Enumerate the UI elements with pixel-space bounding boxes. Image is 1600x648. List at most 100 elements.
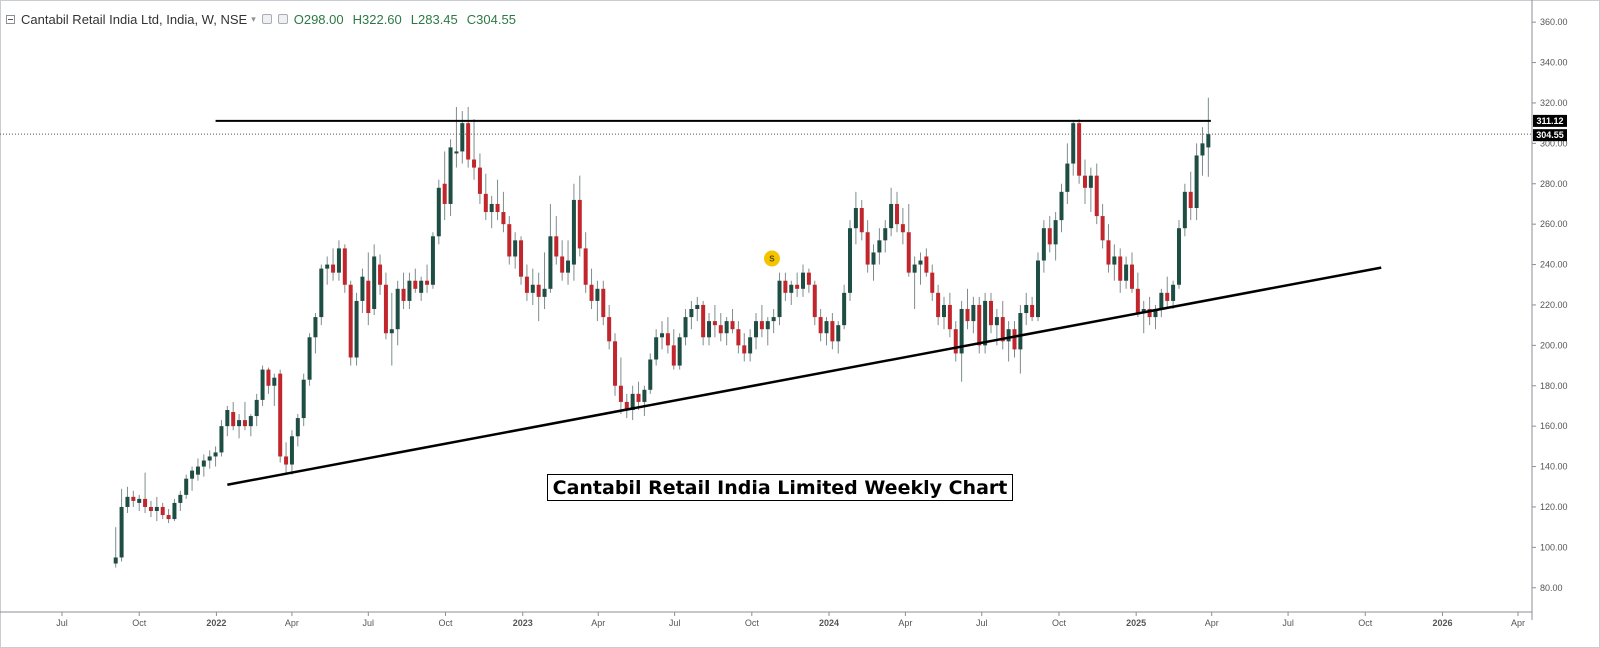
candle	[824, 317, 829, 346]
settings-icon[interactable]	[261, 14, 272, 24]
candle	[272, 373, 277, 406]
candle-body-down	[1135, 288, 1140, 314]
x-tick-label: Oct	[1358, 618, 1373, 628]
support-trendline[interactable]	[227, 266, 1382, 486]
candle	[924, 248, 929, 277]
candle	[642, 385, 647, 417]
candle	[237, 414, 242, 439]
candle-body-up	[260, 369, 265, 400]
candle-body-up	[237, 420, 242, 427]
candle	[848, 220, 853, 301]
candle-body-up	[125, 496, 130, 507]
candle-body-up	[272, 377, 277, 386]
candle-body-down	[483, 193, 488, 213]
candle-body-up	[801, 272, 806, 289]
candle	[1077, 119, 1082, 184]
candle	[665, 317, 670, 354]
candle	[566, 240, 571, 285]
x-tick-label: Oct	[132, 618, 147, 628]
candle-body-up	[912, 264, 917, 273]
price-axis[interactable]: 80.00 100.00 120.00 140.00 160.00 180.00 200.0…	[1531, 0, 1568, 620]
candle-body-up	[207, 456, 212, 461]
candle	[448, 139, 453, 217]
candle-body-down	[795, 284, 800, 289]
candle	[577, 175, 582, 257]
time-axis[interactable]: Jul Oct 2022 Apr Jul Oct 2023 Apr Jul Oct 2024 Apr J…	[0, 611, 1532, 628]
candle-body-up	[1088, 175, 1093, 188]
candle-body-up	[695, 304, 700, 309]
candle-body-up	[178, 494, 183, 503]
chevron-down-icon[interactable]: ▾	[251, 13, 256, 24]
candle-body-up	[941, 304, 946, 318]
candle-body-up	[395, 288, 400, 330]
candle-body-down	[148, 506, 153, 511]
candle	[407, 272, 412, 309]
candle-body-down	[1165, 292, 1170, 301]
candle-body-down	[554, 236, 559, 257]
candle-body-down	[783, 280, 788, 293]
candle-body-up	[677, 337, 682, 366]
ohlc-open: O298.00	[293, 11, 344, 27]
candle-body-up	[654, 337, 659, 360]
candle-body-down	[924, 256, 929, 273]
candle	[1141, 300, 1146, 334]
candle	[472, 119, 477, 180]
candle-body-down	[818, 317, 823, 334]
last-price-tag-bg	[1533, 129, 1567, 142]
candle	[630, 385, 635, 421]
candle-body-up	[360, 276, 365, 301]
candle-body-down	[1030, 304, 1035, 318]
candle	[571, 183, 576, 281]
candle-body-down	[378, 264, 383, 285]
candle	[554, 216, 559, 265]
candle-body-up	[1018, 313, 1023, 350]
candle	[395, 280, 400, 346]
candle-body-up	[1194, 155, 1199, 208]
candle	[378, 254, 383, 295]
candle-body-up	[313, 317, 318, 338]
candle	[936, 284, 941, 326]
x-tick-label: Apr	[285, 618, 299, 628]
y-tick-label: 140.00	[1540, 462, 1568, 472]
candle-body-up	[319, 268, 324, 318]
symbol-title[interactable]: Cantabil Retail India Ltd, India, W, NSE	[21, 11, 248, 27]
ohlc-values: O298.00 H322.60 L283.45 C304.55	[294, 12, 516, 27]
eye-icon[interactable]	[277, 14, 288, 24]
candle	[912, 256, 917, 309]
candle	[389, 292, 394, 366]
candle	[143, 472, 148, 514]
candle-body-up	[689, 309, 694, 318]
candle	[1053, 212, 1058, 261]
y-tick-label: 360.00	[1540, 17, 1568, 27]
candle-body-down	[736, 329, 741, 346]
candle	[900, 208, 905, 245]
candle	[1094, 163, 1099, 225]
candle	[213, 446, 218, 467]
candle	[812, 280, 817, 326]
split-marker-icon[interactable]: S	[763, 250, 780, 267]
candle-body-up	[871, 252, 876, 265]
candle-body-up	[765, 321, 770, 330]
candle	[301, 373, 306, 427]
candle	[953, 321, 958, 362]
candle	[219, 420, 224, 457]
candle	[677, 333, 682, 370]
candle	[530, 268, 535, 305]
candle-body-up	[1035, 260, 1040, 318]
y-tick-label: 300.00	[1540, 138, 1568, 148]
candle-body-down	[401, 288, 406, 301]
candle-body-down	[947, 304, 952, 330]
candle	[836, 321, 841, 354]
candle	[1135, 272, 1140, 318]
candle	[190, 466, 195, 491]
candle	[971, 296, 976, 334]
candle-body-up	[571, 199, 576, 265]
candle-body-down	[501, 212, 506, 225]
candle	[777, 272, 782, 326]
collapse-toggle-icon[interactable]	[6, 14, 15, 24]
candle-body-down	[1082, 175, 1087, 188]
candle	[1188, 171, 1193, 221]
candle	[201, 454, 206, 477]
candle-body-down	[442, 183, 447, 204]
